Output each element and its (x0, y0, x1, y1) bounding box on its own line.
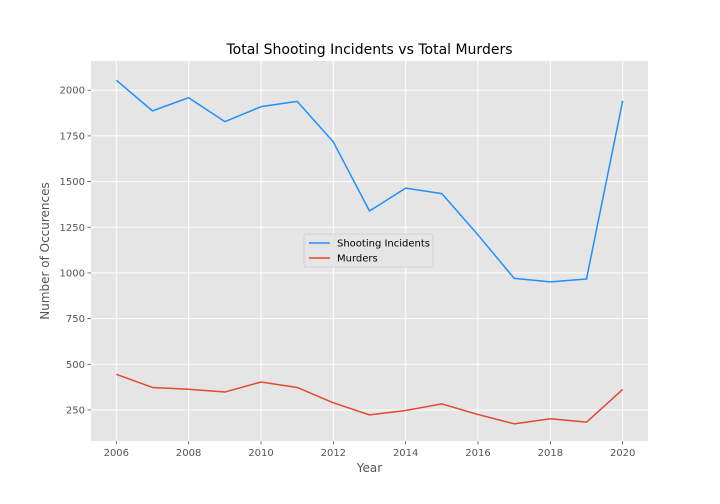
grid (91, 61, 648, 441)
x-tick-label: 2018 (538, 448, 563, 459)
chart-title: Total Shooting Incidents vs Total Murder… (225, 42, 512, 58)
legend: Shooting Incidents Murders (303, 233, 434, 268)
x-axis: 2006 2008 2010 2012 2014 2016 2018 2020 (104, 441, 635, 459)
y-tick-label: 500 (66, 360, 85, 371)
series-group (115, 79, 624, 425)
x-axis-label: Year (356, 461, 382, 475)
x-tick-label: 2006 (104, 448, 129, 459)
x-tick-label: 2012 (321, 448, 346, 459)
legend-box (303, 233, 434, 268)
y-axis: 250 500 750 1000 1250 1500 1750 2000 (60, 86, 91, 416)
y-tick-label: 1000 (60, 268, 85, 279)
x-tick-label: 2010 (248, 448, 273, 459)
x-tick-label: 2014 (393, 448, 418, 459)
y-tick-label: 1250 (60, 223, 85, 234)
x-tick-label: 2016 (465, 448, 490, 459)
series-line-shooting-incidents (115, 79, 624, 283)
x-tick-label: 2008 (176, 448, 201, 459)
x-tick-label: 2020 (610, 448, 635, 459)
y-tick-label: 1500 (60, 177, 85, 188)
y-tick-label: 2000 (60, 86, 85, 97)
legend-label-shooting-incidents: Shooting Incidents (337, 239, 430, 250)
legend-label-murders: Murders (337, 254, 378, 265)
y-tick-label: 750 (66, 314, 85, 325)
y-tick-label: 1750 (60, 131, 85, 142)
series-line-murders (116, 373, 624, 425)
y-axis-label: Number of Occurences (38, 182, 52, 320)
y-tick-label: 250 (66, 405, 85, 416)
